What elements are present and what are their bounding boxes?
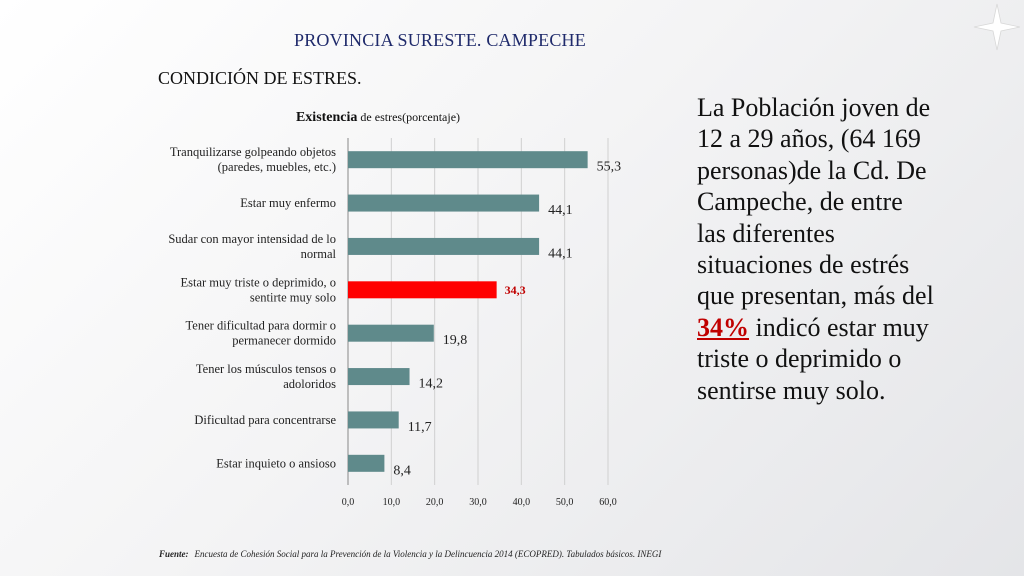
bar-value-label: 14,2 — [419, 377, 444, 392]
bar — [348, 411, 399, 429]
bar-value-label: 19,8 — [443, 333, 468, 348]
side-text-part-1: La Población joven de 12 a 29 años, (64 … — [697, 93, 934, 311]
slide-subtitle: CONDICIÓN DE ESTRES. — [158, 68, 362, 88]
category-label: Estar inquieto o ansioso — [216, 456, 336, 470]
bar — [348, 368, 410, 386]
bar — [348, 281, 497, 299]
category-label-line: Dificultad para concentrarse — [194, 413, 336, 427]
chart-category-labels: Tranquilizarse golpeando objetos (paredes… — [168, 145, 336, 470]
category-label: Tener los músculos tensos o adoloridos — [196, 362, 336, 391]
side-text-part-2: indicó estar muy triste o deprimido o se… — [697, 312, 929, 405]
category-label: Sudar con mayor intensidad de lo normal — [168, 232, 336, 261]
bar-value-label: 44,1 — [548, 203, 573, 218]
bar — [348, 324, 434, 342]
x-tick-label: 20,0 — [426, 497, 444, 508]
bar-value-label: 44,1 — [548, 246, 573, 261]
x-tick-label: 30,0 — [469, 497, 487, 508]
side-text-highlight: 34% — [697, 312, 749, 342]
category-label: Dificultad para concentrarse — [194, 413, 336, 427]
chart-gridlines: 0,0 10,0 20,0 30,0 40,0 50,0 60,0 — [342, 138, 617, 508]
bar — [348, 237, 540, 255]
chart-title: Existencia de estres(porcentaje) — [296, 110, 460, 125]
chart-bars: 55,3 44,1 44,1 34,3 19,8 14,2 11,7 8,4 — [348, 151, 621, 478]
bar-value-label: 8,4 — [393, 463, 411, 478]
x-tick-label: 50,0 — [556, 497, 574, 508]
bar — [348, 151, 588, 169]
category-label-line: Tener dificultad para dormir o — [186, 319, 336, 333]
category-label-line: Estar inquieto o ansioso — [216, 456, 336, 470]
category-label-line: normal — [301, 247, 337, 261]
category-label: Tranquilizarse golpeando objetos (paredes… — [170, 145, 336, 174]
category-label-line: sentirte muy solo — [250, 290, 336, 304]
category-label-line: permanecer dormido — [232, 334, 336, 348]
category-label-line: Tener los músculos tensos o — [196, 362, 336, 376]
category-label-line: Tranquilizarse golpeando objetos — [170, 145, 336, 159]
category-label-line: Estar muy enfermo — [240, 196, 336, 210]
slide-title: PROVINCIA SURESTE. CAMPECHE — [294, 30, 586, 50]
x-tick-label: 0,0 — [342, 497, 355, 508]
bar-value-label: 55,3 — [597, 160, 622, 175]
x-tick-label: 60,0 — [599, 497, 617, 508]
x-tick-label: 40,0 — [513, 497, 531, 508]
category-label-line: Sudar con mayor intensidad de lo — [168, 232, 336, 246]
category-label-line: Estar muy triste o deprimido, o — [180, 275, 336, 289]
corner-decoration-icon — [973, 3, 1021, 51]
chart-title-bold: Existencia — [296, 110, 357, 125]
bar-value-label: 11,7 — [408, 420, 432, 435]
category-label-line: (paredes, muebles, etc.) — [218, 160, 336, 174]
x-tick-label: 10,0 — [383, 497, 401, 508]
footnote-label: Fuente: — [159, 549, 189, 559]
source-footnote: Fuente: Encuesta de Cohesión Social para … — [159, 549, 661, 559]
category-label: Estar muy enfermo — [240, 196, 336, 210]
footnote-text: Encuesta de Cohesión Social para la Prev… — [194, 549, 662, 559]
category-label: Tener dificultad para dormir o permanecer… — [186, 319, 336, 348]
bar — [348, 454, 385, 472]
category-label-line: adoloridos — [283, 377, 336, 391]
side-paragraph: La Población joven de 12 a 29 años, (64 … — [697, 92, 937, 406]
category-label: Estar muy triste o deprimido, o sentirte … — [180, 275, 336, 304]
bar-value-label: 34,3 — [505, 283, 526, 297]
bar — [348, 194, 540, 212]
chart-title-rest: de estres(porcentaje) — [357, 110, 460, 124]
